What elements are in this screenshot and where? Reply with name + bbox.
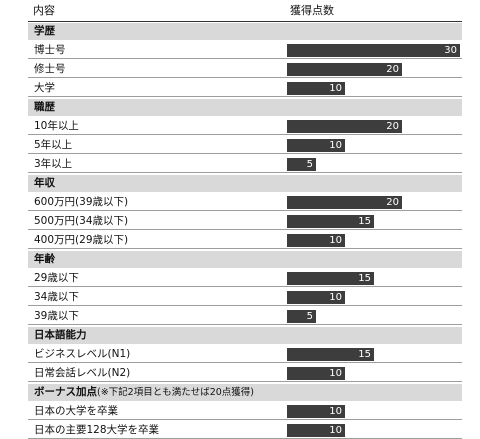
points-bar: 10 xyxy=(287,405,345,418)
item-label: 修士号 xyxy=(34,63,66,75)
row-divider xyxy=(28,172,462,173)
row-divider xyxy=(28,58,462,59)
item-label: 日本の主要128大学を卒業 xyxy=(34,424,160,436)
points-bar: 10 xyxy=(287,291,345,304)
points-bar: 15 xyxy=(287,215,374,228)
row-divider xyxy=(28,324,462,325)
item-label: 400万円(29歳以下) xyxy=(34,234,129,246)
bar-value-label: 10 xyxy=(329,406,342,417)
header-content-label: 内容 xyxy=(33,4,55,17)
points-bar: 10 xyxy=(287,424,345,437)
item-row: 10年以上 20 xyxy=(28,118,462,135)
item-row: 34歳以下 10 xyxy=(28,289,462,306)
category-label: 学歴 xyxy=(34,25,55,37)
points-bar: 20 xyxy=(287,196,402,209)
item-label: 29歳以下 xyxy=(34,272,79,284)
bar-value-label: 10 xyxy=(329,368,342,379)
item-row: 日本の大学を卒業 10 xyxy=(28,403,462,420)
item-label: 39歳以下 xyxy=(34,310,79,322)
item-row: 博士号 30 xyxy=(28,42,462,59)
item-row: 600万円(39歳以下) 20 xyxy=(28,194,462,211)
points-bar: 15 xyxy=(287,348,374,361)
row-divider xyxy=(28,96,462,97)
item-label: 日常会話レベル(N2) xyxy=(34,367,131,379)
bar-value-label: 10 xyxy=(329,140,342,151)
points-bar: 15 xyxy=(287,272,374,285)
bar-value-label: 15 xyxy=(358,216,371,227)
points-bar: 5 xyxy=(287,310,316,323)
row-divider xyxy=(28,134,462,135)
item-row: 29歳以下 15 xyxy=(28,270,462,287)
category-label: 日本語能力 xyxy=(34,329,87,341)
points-bar: 10 xyxy=(287,234,345,247)
points-bar: 10 xyxy=(287,139,345,152)
item-row: 400万円(29歳以下) 10 xyxy=(28,232,462,249)
item-row: ビジネスレベル(N1) 15 xyxy=(28,346,462,363)
row-divider xyxy=(28,419,462,420)
item-row: 修士号 20 xyxy=(28,61,462,78)
item-row: 日本の主要128大学を卒業 10 xyxy=(28,422,462,439)
category-label: 年収 xyxy=(34,177,55,189)
bar-value-label: 10 xyxy=(329,83,342,94)
bar-value-label: 30 xyxy=(444,45,457,56)
item-label: 500万円(34歳以下) xyxy=(34,215,129,227)
item-row: 39歳以下 5 xyxy=(28,308,462,325)
bar-value-label: 10 xyxy=(329,292,342,303)
category-band: 年齢 xyxy=(28,251,462,268)
row-divider xyxy=(28,210,462,211)
bar-value-label: 15 xyxy=(358,273,371,284)
points-bar: 30 xyxy=(287,44,460,57)
row-divider xyxy=(28,229,462,230)
category-band: 日本語能力 xyxy=(28,327,462,344)
row-divider xyxy=(28,153,462,154)
row-divider xyxy=(28,381,462,382)
bar-value-label: 5 xyxy=(306,311,313,322)
item-row: 500万円(34歳以下) 15 xyxy=(28,213,462,230)
row-divider xyxy=(28,248,462,249)
row-divider xyxy=(28,286,462,287)
bar-value-label: 5 xyxy=(306,159,313,170)
header-points-label: 獲得点数 xyxy=(290,4,334,17)
category-label: ボーナス加点(※下記2項目とも満たせば20点獲得) xyxy=(34,386,255,398)
bar-value-label: 20 xyxy=(386,197,399,208)
row-divider xyxy=(28,305,462,306)
header-divider xyxy=(28,21,462,22)
item-row: 日常会話レベル(N2) 10 xyxy=(28,365,462,382)
item-label: 大学 xyxy=(34,82,55,94)
item-label: ビジネスレベル(N1) xyxy=(34,348,131,360)
category-band: 職歴 xyxy=(28,99,462,116)
bar-value-label: 10 xyxy=(329,235,342,246)
points-bar: 10 xyxy=(287,82,345,95)
category-label: 年齢 xyxy=(34,253,55,265)
points-bar: 20 xyxy=(287,63,402,76)
category-note: (※下記2項目とも満たせば20点獲得) xyxy=(97,387,255,398)
item-row: 大学 10 xyxy=(28,80,462,97)
item-label: 5年以上 xyxy=(34,139,73,151)
item-label: 600万円(39歳以下) xyxy=(34,196,129,208)
bar-value-label: 15 xyxy=(358,349,371,360)
row-divider xyxy=(28,362,462,363)
category-band: ボーナス加点(※下記2項目とも満たせば20点獲得) xyxy=(28,384,462,401)
category-band: 年収 xyxy=(28,175,462,192)
item-label: 34歳以下 xyxy=(34,291,79,303)
item-label: 博士号 xyxy=(34,44,66,56)
bar-value-label: 10 xyxy=(329,425,342,436)
item-row: 5年以上 10 xyxy=(28,137,462,154)
row-divider xyxy=(28,77,462,78)
bar-value-label: 20 xyxy=(386,121,399,132)
item-label: 3年以上 xyxy=(34,158,73,170)
bar-value-label: 20 xyxy=(386,64,399,75)
item-row: 3年以上 5 xyxy=(28,156,462,173)
category-label: 職歴 xyxy=(34,101,55,113)
points-chart: 内容 獲得点数 学歴 博士号 30 修士号 20 大学 10 職歴 10年以上 20 5年以上 10 3… xyxy=(28,4,462,439)
item-label: 10年以上 xyxy=(34,120,79,132)
category-band: 学歴 xyxy=(28,23,462,40)
points-bar: 5 xyxy=(287,158,316,171)
points-bar: 20 xyxy=(287,120,402,133)
points-bar: 10 xyxy=(287,367,345,380)
item-label: 日本の大学を卒業 xyxy=(34,405,118,417)
